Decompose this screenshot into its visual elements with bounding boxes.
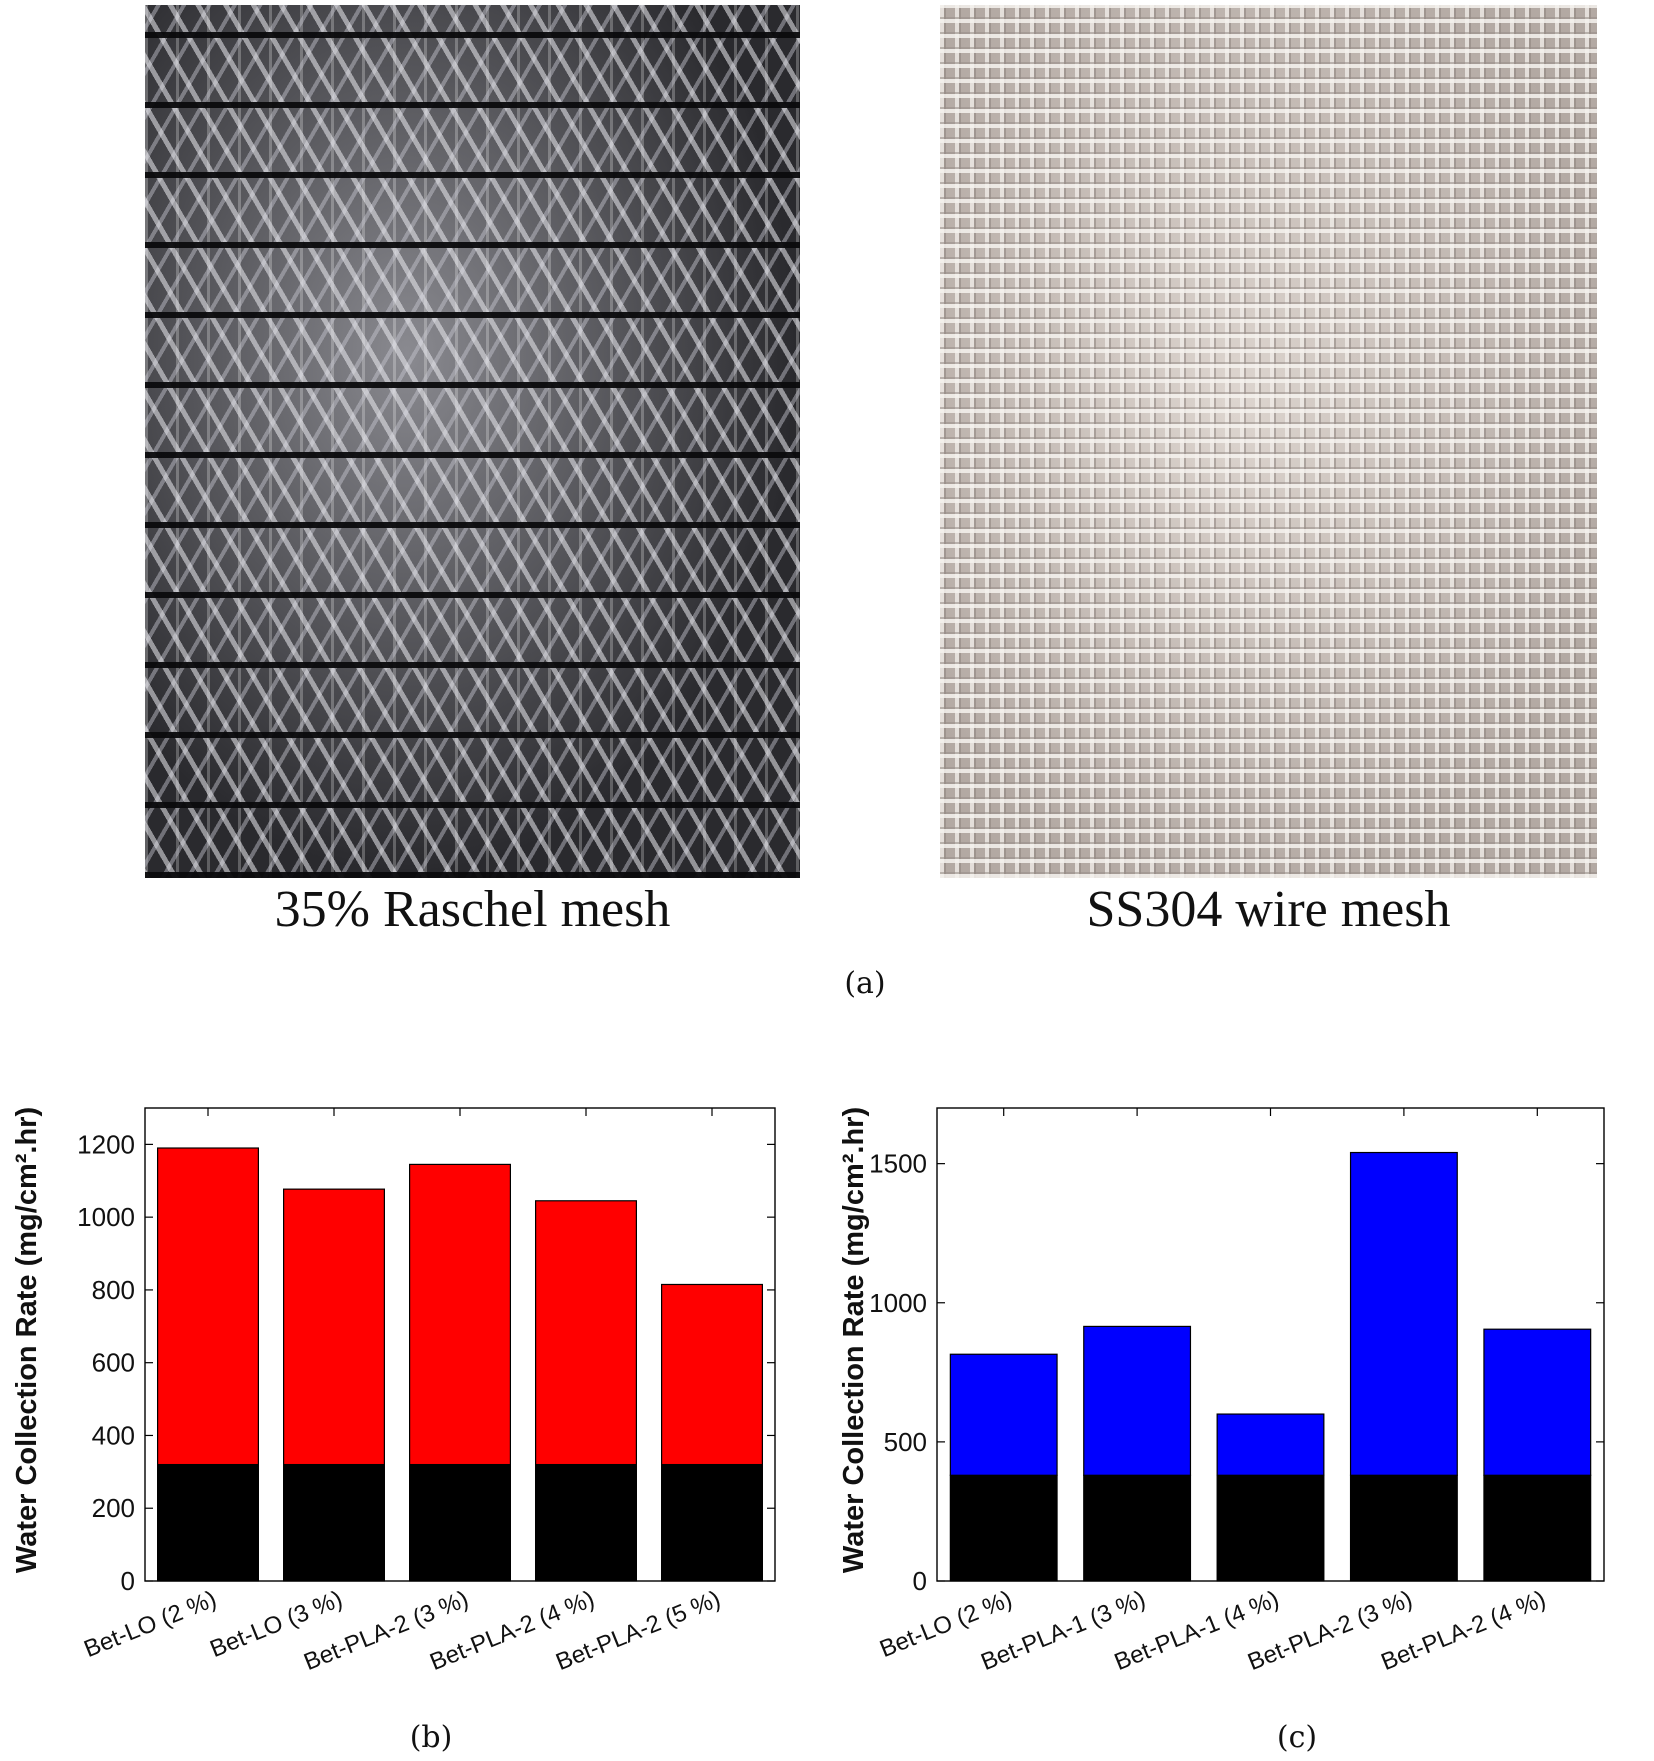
raschel-mesh-caption: 35% Raschel mesh <box>274 881 671 938</box>
ss304-wire-mesh-caption: SS304 wire mesh <box>1086 881 1451 938</box>
ytick-label-0-2: 400 <box>92 1420 135 1450</box>
panel-label-b: (b) <box>409 1720 453 1755</box>
bar-1-2-series-1 <box>1216 1413 1325 1476</box>
bar-1-3-series-0 <box>1349 1474 1458 1582</box>
ytick-label-0-4: 800 <box>92 1275 135 1305</box>
ytick-label-1-1: 500 <box>884 1427 927 1457</box>
bar-0-2-series-1 <box>409 1163 512 1466</box>
bar-1-1-series-1 <box>1083 1325 1192 1476</box>
category-label-0-0: Bet-LO (2 %) <box>80 1586 220 1663</box>
bar-1-4-series-0 <box>1483 1474 1592 1582</box>
bar-1-0-series-0 <box>949 1474 1058 1582</box>
y-axis-label-1: Water Collection Rate (mg/cm².hr) <box>838 1107 870 1573</box>
panel-label-a: (a) <box>844 966 886 1001</box>
raschel-mesh-photo <box>145 5 800 878</box>
bar-0-3-series-0 <box>534 1463 637 1582</box>
bar-0-3-series-1 <box>534 1200 637 1466</box>
ytick-label-1-3: 1500 <box>869 1149 927 1179</box>
bar-1-3-series-1 <box>1349 1151 1458 1476</box>
bar-0-4-series-1 <box>660 1283 763 1466</box>
y-axis-label-0: Water Collection Rate (mg/cm².hr) <box>11 1107 43 1573</box>
ytick-label-0-6: 1200 <box>77 1129 135 1159</box>
bar-1-1-series-0 <box>1083 1474 1192 1582</box>
bar-0-0-series-0 <box>157 1463 260 1582</box>
bar-0-1-series-0 <box>283 1463 386 1582</box>
panel-label-c: (c) <box>1276 1720 1318 1755</box>
bar-0-0-series-1 <box>157 1147 260 1466</box>
bar-0-1-series-1 <box>283 1188 386 1466</box>
ytick-label-0-5: 1000 <box>77 1202 135 1232</box>
ytick-label-0-3: 600 <box>92 1348 135 1378</box>
bar-1-4-series-1 <box>1483 1328 1592 1476</box>
bar-0-4-series-0 <box>660 1463 763 1582</box>
ytick-label-0-1: 200 <box>92 1493 135 1523</box>
ytick-label-1-2: 1000 <box>869 1288 927 1318</box>
bar-1-0-series-1 <box>949 1353 1058 1476</box>
bar-1-2-series-0 <box>1216 1474 1325 1582</box>
ss304-wire-mesh-photo <box>940 5 1597 878</box>
bar-0-2-series-0 <box>409 1463 512 1582</box>
ytick-label-0-0: 0 <box>121 1566 135 1596</box>
ytick-label-1-0: 0 <box>913 1566 927 1596</box>
